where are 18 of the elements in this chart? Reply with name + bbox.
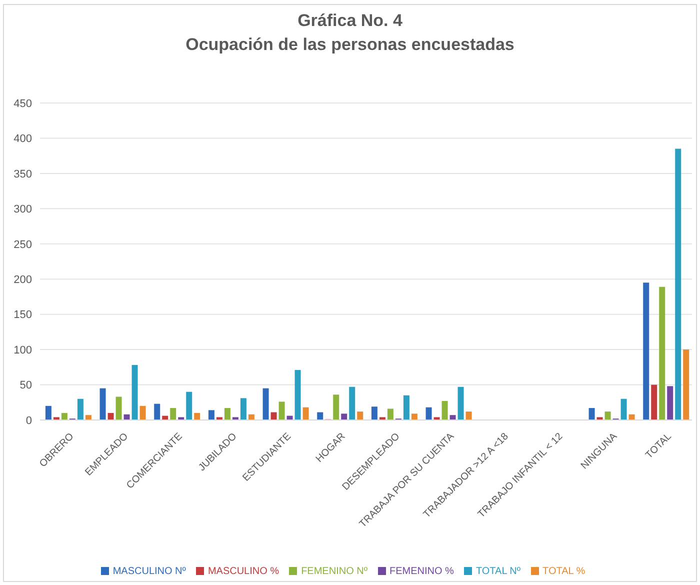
chart-title: Gráfica No. 4 <box>296 10 404 32</box>
y-tick-label: 0 <box>26 414 32 427</box>
legend-label: FEMENINO Nº <box>301 566 368 577</box>
y-tick-label: 350 <box>14 168 32 180</box>
legend-label: TOTAL % <box>542 566 586 577</box>
y-tick-label: 300 <box>14 204 32 216</box>
y-tick-label: 50 <box>20 380 32 392</box>
legend-label: FEMENINO % <box>390 566 454 577</box>
chart-subtitle: Ocupación de las personas encuestadas <box>184 34 516 56</box>
y-tick-label: 200 <box>14 274 32 286</box>
y-tick-label: 250 <box>14 238 32 251</box>
y-tick-label: 450 <box>14 98 32 110</box>
y-tick-label: 400 <box>14 133 32 146</box>
legend-label: TOTAL Nº <box>476 566 521 577</box>
legend-label: MASCULINO % <box>208 566 280 577</box>
y-tick-label: 100 <box>14 344 32 356</box>
legend-label: MASCULINO Nº <box>112 566 186 577</box>
y-tick-label: 150 <box>14 309 32 322</box>
